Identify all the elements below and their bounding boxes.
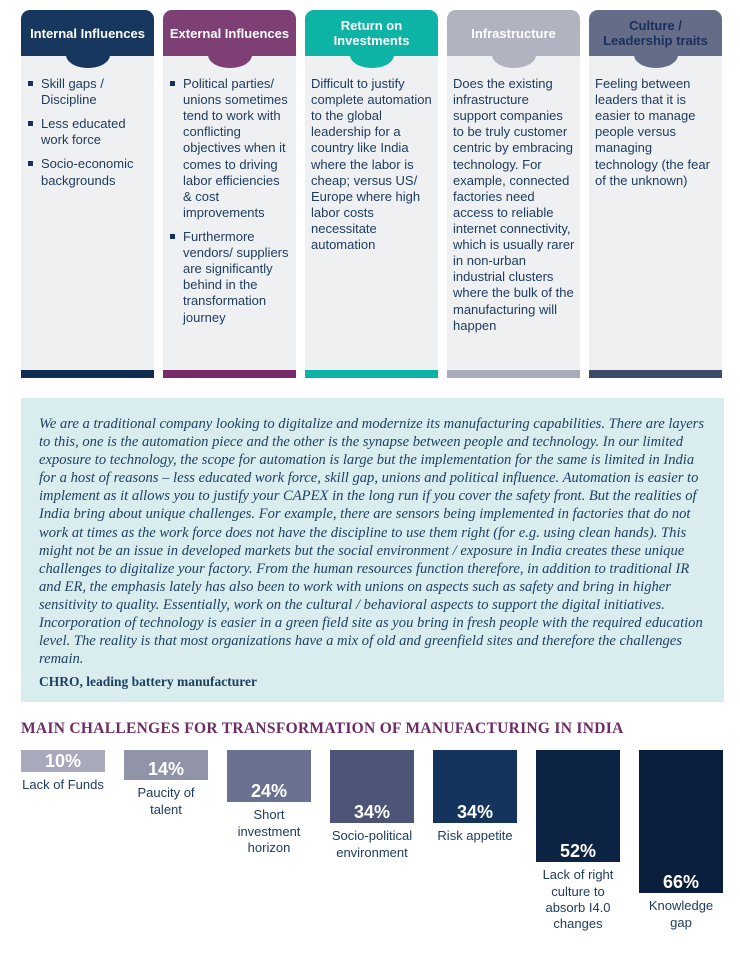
column-text: Difficult to justify complete automation…	[311, 76, 432, 253]
bar-category-label: Knowledge gap	[648, 898, 714, 930]
column-title: Return on Investments	[333, 18, 410, 48]
bar: 52%	[536, 750, 620, 863]
bullet-square-icon	[28, 121, 33, 127]
influence-columns: Internal Influences Skill gaps / Discipl…	[21, 10, 723, 378]
quote-text: We are a traditional company looking to …	[39, 416, 705, 668]
column-infrastructure: Infrastructure Does the existing infrast…	[447, 10, 580, 378]
bar-category-label: Paucity of talent	[137, 785, 195, 817]
column-footer-bar	[163, 370, 296, 378]
column-header: Return on Investments	[305, 10, 438, 68]
column-text: Feeling between leaders that it is easie…	[595, 76, 710, 188]
column-content: Feeling between leaders that it is easie…	[589, 56, 722, 370]
bullet-square-icon	[28, 161, 33, 167]
bullet-text: Socio-economic backgrounds	[41, 156, 134, 188]
bar: 14%	[124, 750, 208, 781]
column-header: Culture / Leadership traits	[589, 10, 722, 68]
chart-bar-group: 34% Risk appetite	[433, 750, 517, 844]
bar-value-label: 10%	[44, 750, 82, 771]
column-footer-bar	[21, 370, 154, 378]
bar-category-label: Lack of right culture to absorb I4.0 cha…	[542, 867, 614, 932]
column-internal-influences: Internal Influences Skill gaps / Discipl…	[21, 10, 154, 378]
bullet-square-icon	[170, 233, 175, 239]
bar-value-label: 66%	[662, 871, 700, 892]
column-title: Infrastructure	[471, 25, 556, 41]
column-title: Culture / Leadership traits	[603, 18, 708, 48]
column-return-on-investments: Return on Investments Difficult to justi…	[305, 10, 438, 378]
bar-chart: 10% Lack of Funds 14% Paucity of talent 24% S…	[21, 750, 723, 932]
bar-value-label: 34%	[456, 801, 494, 822]
list-item: Skill gaps / Discipline	[27, 76, 149, 108]
column-header: Infrastructure	[447, 10, 580, 68]
bullet-square-icon	[170, 81, 175, 86]
bar-category-label: Risk appetite	[437, 828, 513, 844]
bullet-text: Skill gaps / Discipline	[41, 76, 104, 108]
bar: 10%	[21, 750, 105, 773]
chart-bar-group: 34% Socio-political environment	[330, 750, 414, 861]
bar: 66%	[639, 750, 723, 894]
column-external-influences: External Influences Political parties/ u…	[163, 10, 296, 378]
bar-category-label: Lack of Funds	[22, 777, 104, 793]
chart-bar-group: 10% Lack of Funds	[21, 750, 105, 793]
column-text: Does the existing infrastructure support…	[453, 76, 575, 333]
bullet-text: Furthermore vendors/ suppliers are signi…	[183, 228, 289, 325]
bullet-text: Political parties/ unions sometimes tend…	[183, 76, 288, 220]
chart-bar-group: 14% Paucity of talent	[124, 750, 208, 818]
list-item: Furthermore vendors/ suppliers are signi…	[169, 229, 291, 326]
header-notch	[65, 55, 110, 68]
column-content: Difficult to justify complete automation…	[305, 56, 438, 370]
column-content: Political parties/ unions sometimes tend…	[163, 56, 296, 370]
column-footer-bar	[447, 370, 580, 378]
bar-category-label: Short investment horizon	[237, 807, 301, 855]
quote-block: We are a traditional company looking to …	[21, 398, 724, 703]
list-item: Political parties/ unions sometimes tend…	[169, 76, 291, 221]
column-title: Internal Influences	[30, 25, 145, 41]
bar-value-label: 14%	[147, 758, 185, 779]
column-content: Skill gaps / Discipline Less educated wo…	[21, 56, 154, 370]
header-notch	[491, 55, 536, 68]
header-notch	[633, 55, 678, 68]
column-header: Internal Influences	[21, 10, 154, 68]
quote-attribution: CHRO, leading battery manufacturer	[39, 674, 257, 690]
section-title: MAIN CHALLENGES FOR TRANSFORMATION OF MA…	[21, 720, 624, 738]
chart-bar-group: 52% Lack of right culture to absorb I4.0 …	[536, 750, 620, 932]
column-content: Does the existing infrastructure support…	[447, 56, 580, 370]
bar: 34%	[433, 750, 517, 824]
header-notch	[207, 55, 252, 68]
column-footer-bar	[305, 370, 438, 378]
chart-bar-group: 24% Short investment horizon	[227, 750, 311, 856]
column-header: External Influences	[163, 10, 296, 68]
bar: 24%	[227, 750, 311, 803]
bar-category-label: Socio-political environment	[331, 828, 413, 860]
list-item: Socio-economic backgrounds	[27, 156, 149, 188]
bullet-text: Less educated work force	[41, 116, 126, 148]
column-culture-leadership: Culture / Leadership traits Feeling betw…	[589, 10, 722, 378]
column-title: External Influences	[169, 25, 290, 41]
column-footer-bar	[589, 370, 722, 378]
bar-value-label: 34%	[353, 801, 391, 822]
chart-bar-group: 66% Knowledge gap	[639, 750, 723, 931]
bar: 34%	[330, 750, 414, 824]
report-page: Internal Influences Skill gaps / Discipl…	[21, 10, 724, 932]
header-notch	[349, 55, 394, 68]
bar-value-label: 24%	[250, 780, 288, 801]
bar-value-label: 52%	[559, 840, 597, 861]
list-item: Less educated work force	[27, 116, 149, 148]
bullet-square-icon	[28, 81, 33, 86]
